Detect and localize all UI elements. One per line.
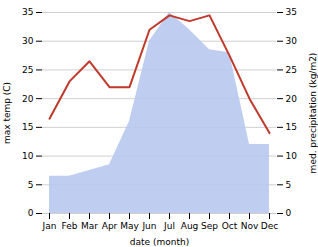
svg-text:0: 0: [286, 208, 292, 218]
svg-text:Mar: Mar: [81, 221, 98, 231]
svg-text:20: 20: [286, 94, 298, 104]
svg-text:15: 15: [22, 122, 33, 132]
svg-text:35: 35: [286, 7, 297, 17]
svg-text:30: 30: [286, 36, 298, 46]
svg-text:Apr: Apr: [102, 221, 118, 231]
svg-text:35: 35: [22, 7, 33, 17]
svg-text:date (month): date (month): [130, 237, 189, 247]
svg-text:Aug: Aug: [181, 221, 199, 231]
svg-text:May: May: [120, 221, 139, 231]
svg-text:10: 10: [22, 151, 34, 161]
svg-text:25: 25: [22, 65, 33, 75]
svg-text:Oct: Oct: [222, 221, 238, 231]
svg-text:20: 20: [22, 94, 34, 104]
svg-text:15: 15: [286, 122, 297, 132]
svg-text:Dec: Dec: [261, 221, 278, 231]
svg-text:Jul: Jul: [163, 221, 175, 231]
svg-text:0: 0: [28, 208, 34, 218]
svg-text:Jun: Jun: [141, 221, 156, 231]
svg-text:30: 30: [22, 36, 34, 46]
svg-text:5: 5: [28, 180, 34, 190]
svg-text:Feb: Feb: [62, 221, 78, 231]
svg-text:10: 10: [286, 151, 298, 161]
svg-text:25: 25: [286, 65, 297, 75]
svg-text:med. precipitation (kg/m2): med. precipitation (kg/m2): [308, 53, 318, 174]
svg-text:Jan: Jan: [42, 221, 57, 231]
svg-text:max temp (C): max temp (C): [2, 82, 12, 144]
svg-text:5: 5: [286, 180, 292, 190]
svg-text:Sep: Sep: [201, 221, 218, 231]
svg-text:Nov: Nov: [241, 221, 259, 231]
